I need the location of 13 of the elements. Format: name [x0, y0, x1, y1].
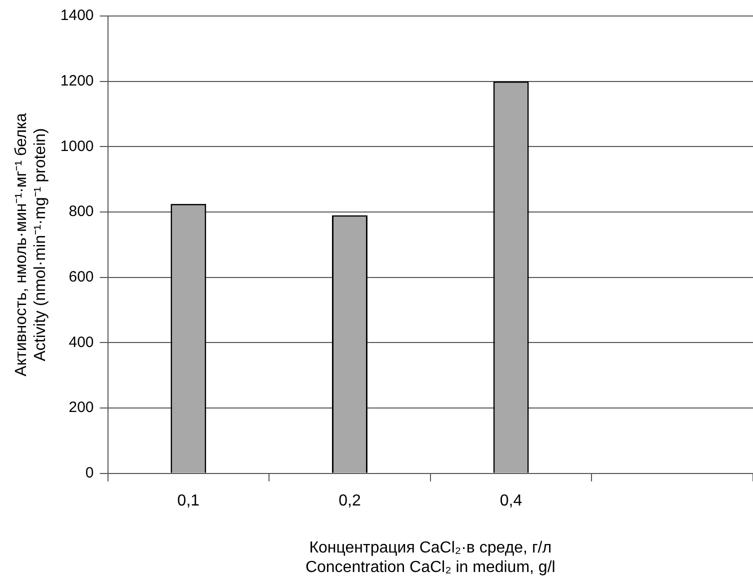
x-tick-label: 0,1: [177, 492, 200, 510]
x-axis-title: Концентрация CaCl₂·в среде, г/л Concentration CaCl₂ in medium, g/l: [305, 540, 556, 576]
y-axis-title: Активность, нмоль·мин⁻¹·мг⁻¹ белка Activity (nmol·min⁻¹·mg⁻¹ protein): [13, 112, 50, 376]
y-tick-label: 1200: [60, 72, 94, 90]
x-tick-label: 0,4: [500, 492, 522, 510]
y-tick-label: 400: [68, 334, 94, 351]
y-tick-label: 200: [68, 399, 94, 416]
y-tick-label: 1000: [60, 138, 94, 155]
y-tick-label: 1400: [60, 7, 94, 24]
y-tick-label: 0: [85, 464, 94, 482]
x-tick-label: 0,2: [338, 492, 361, 510]
y-tick-label: 800: [68, 203, 94, 220]
y-tick-label: 600: [68, 268, 94, 286]
